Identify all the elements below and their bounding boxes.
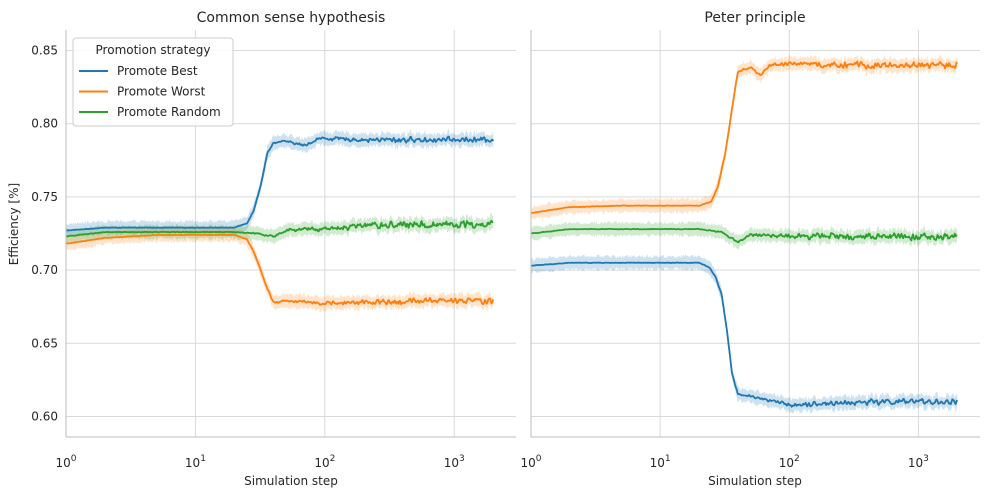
panel-1-xtick-exp-2: 2 bbox=[794, 454, 800, 464]
panel-1-xtick-0: 100 bbox=[520, 454, 541, 470]
panel-0-xtick-base-2: 10 bbox=[314, 456, 329, 470]
panel-peter-principle: 100 101 102 103 Peter principle Simulation … bbox=[520, 10, 980, 488]
panel-0-xlabel: Simulation step bbox=[244, 474, 338, 488]
panel-0-title: Common sense hypothesis bbox=[197, 10, 386, 26]
legend-entries: Promote Best Promote Worst Promote Random bbox=[79, 64, 221, 119]
panel-1-grid bbox=[531, 30, 980, 437]
panel-0-xtick-exp-3: 3 bbox=[459, 454, 465, 464]
ytick-5: 0.85 bbox=[31, 43, 58, 57]
ytick-2: 0.70 bbox=[31, 263, 58, 277]
panel-1-xtick-3: 103 bbox=[908, 454, 929, 470]
ytick-0: 0.60 bbox=[31, 410, 58, 424]
panel-1-band-1 bbox=[531, 53, 958, 221]
y-axis-label: Efficiency [%] bbox=[7, 183, 21, 265]
panel-0-xtick-exp-0: 0 bbox=[71, 454, 77, 464]
panel-1-xtick-base-1: 10 bbox=[650, 456, 665, 470]
panel-1-xtick-1: 101 bbox=[650, 454, 671, 470]
panel-1-lines bbox=[530, 60, 959, 408]
panel-1-xlabel: Simulation step bbox=[708, 474, 802, 488]
panel-1-line-promote-random bbox=[530, 227, 958, 244]
panel-1-xtick-exp-3: 3 bbox=[923, 454, 929, 464]
panel-1-xtick-2: 102 bbox=[779, 454, 800, 470]
panel-0-band-1 bbox=[66, 226, 494, 313]
panel-0-xtick-base-3: 10 bbox=[444, 456, 459, 470]
ytick-1: 0.65 bbox=[31, 336, 58, 350]
panel-1-line-promote-worst bbox=[530, 60, 958, 214]
legend-box bbox=[72, 37, 234, 127]
panel-1-xtick-base-2: 10 bbox=[779, 456, 794, 470]
panel-0-xtick-0: 100 bbox=[55, 454, 76, 470]
panel-1-xtick-exp-1: 1 bbox=[665, 454, 671, 464]
panel-0-xtick-exp-2: 2 bbox=[330, 454, 336, 464]
panel-1-line-promote-best bbox=[530, 261, 959, 408]
legend-label-0: Promote Best bbox=[117, 64, 198, 78]
legend-label-1: Promote Worst bbox=[117, 85, 206, 99]
panel-0-line-promote-worst bbox=[65, 233, 495, 306]
panel-0-xtick-exp-1: 1 bbox=[200, 454, 206, 464]
panel-1-xtick-base-0: 10 bbox=[520, 456, 535, 470]
panel-0-xtick-base-0: 10 bbox=[55, 456, 70, 470]
panel-1-band-0 bbox=[531, 254, 958, 415]
panel-1-xtick-exp-0: 0 bbox=[536, 454, 542, 464]
panel-1-title: Peter principle bbox=[704, 10, 805, 26]
panel-0-xtick-1: 101 bbox=[185, 454, 206, 470]
panel-0-line-promote-best bbox=[65, 135, 495, 232]
panel-1-axes: 100 101 102 103 bbox=[520, 30, 980, 470]
panel-0-lines bbox=[65, 135, 495, 306]
legend-label-2: Promote Random bbox=[117, 105, 221, 119]
panel-0-band-2 bbox=[66, 213, 494, 245]
panel-1-xtick-base-3: 10 bbox=[908, 456, 923, 470]
legend-title: Promotion strategy bbox=[96, 43, 211, 57]
ytick-3: 0.75 bbox=[31, 190, 58, 204]
panel-0-xtick-3: 103 bbox=[444, 454, 465, 470]
ytick-4: 0.80 bbox=[31, 117, 58, 131]
panel-0-xtick-2: 102 bbox=[314, 454, 335, 470]
panel-0-line-promote-random bbox=[65, 219, 494, 238]
legend: Promotion strategy Promote Best Promote W… bbox=[72, 37, 234, 127]
panel-0-xtick-base-1: 10 bbox=[185, 456, 200, 470]
